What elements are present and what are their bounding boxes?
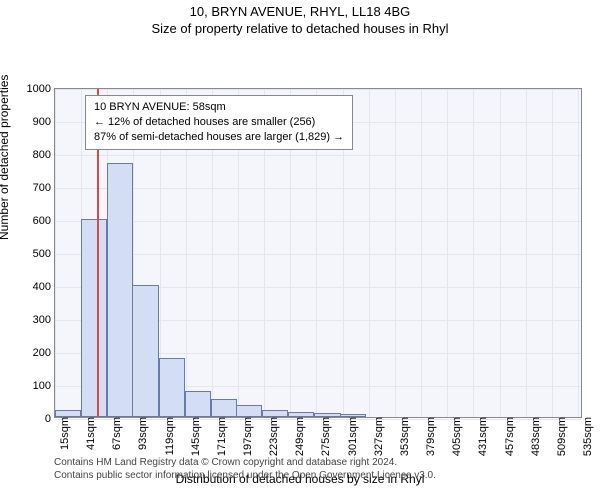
- x-tick-label: 353sqm: [395, 417, 411, 456]
- y-tick-label: 200: [33, 347, 55, 359]
- y-tick-label: 300: [33, 314, 55, 326]
- histogram-bar: [236, 405, 262, 417]
- histogram-bar: [132, 285, 158, 417]
- footer-line1: Contains HM Land Registry data © Crown c…: [54, 456, 590, 469]
- x-tick-label: 93sqm: [133, 417, 149, 450]
- x-tick-label: 119sqm: [160, 417, 176, 455]
- gridline-v: [55, 89, 56, 417]
- x-tick-label: 405sqm: [447, 417, 463, 456]
- gridline-v: [500, 89, 501, 417]
- footer-line2: Contains public sector information licen…: [54, 469, 590, 482]
- x-tick-label: 483sqm: [526, 417, 542, 456]
- x-tick-label: 15sqm: [55, 417, 71, 450]
- y-axis-label: Number of detached properties: [0, 75, 11, 240]
- x-tick-label: 171sqm: [212, 417, 228, 456]
- x-tick-label: 275sqm: [316, 417, 332, 456]
- plot-area: 0100200300400500600700800900100015sqm41s…: [54, 88, 582, 418]
- histogram-bar: [340, 414, 366, 417]
- x-tick-label: 197sqm: [238, 417, 254, 456]
- x-tick-label: 379sqm: [421, 417, 437, 456]
- y-tick-label: 700: [33, 182, 55, 194]
- gridline-v: [395, 89, 396, 417]
- page-title-line2: Size of property relative to detached ho…: [0, 21, 600, 36]
- histogram-bar: [185, 391, 211, 417]
- info-box-line: 87% of semi-detached houses are larger (…: [94, 130, 344, 145]
- histogram-bar: [288, 412, 314, 417]
- x-tick-label: 431sqm: [473, 417, 489, 456]
- info-box-line: ← 12% of detached houses are smaller (25…: [94, 115, 344, 130]
- x-tick-label: 535sqm: [578, 417, 594, 456]
- gridline-v: [578, 89, 579, 417]
- x-tick-label: 301sqm: [343, 417, 359, 456]
- page-title-line1: 10, BRYN AVENUE, RHYL, LL18 4BG: [0, 4, 600, 19]
- gridline-v: [447, 89, 448, 417]
- y-tick-label: 600: [33, 215, 55, 227]
- attribution-footer: Contains HM Land Registry data © Crown c…: [54, 456, 590, 482]
- gridline-v: [552, 89, 553, 417]
- y-tick-label: 400: [33, 281, 55, 293]
- y-tick-label: 900: [33, 116, 55, 128]
- histogram-bar: [107, 163, 133, 417]
- x-tick-label: 67sqm: [107, 417, 123, 450]
- histogram-bar: [262, 410, 288, 417]
- gridline-v: [421, 89, 422, 417]
- info-box-line: 10 BRYN AVENUE: 58sqm: [94, 100, 344, 115]
- gridline-v: [369, 89, 370, 417]
- y-tick-label: 100: [33, 380, 55, 392]
- y-tick-label: 800: [33, 149, 55, 161]
- histogram-bar: [211, 399, 237, 417]
- x-tick-label: 509sqm: [552, 417, 568, 456]
- gridline-v: [526, 89, 527, 417]
- y-tick-label: 500: [33, 248, 55, 260]
- x-tick-label: 41sqm: [81, 417, 97, 450]
- x-tick-label: 145sqm: [186, 417, 202, 456]
- histogram-bar: [159, 358, 185, 417]
- histogram-bar: [55, 410, 81, 417]
- histogram-bar: [81, 219, 107, 417]
- x-tick-label: 249sqm: [290, 417, 306, 456]
- x-tick-label: 327sqm: [369, 417, 385, 456]
- x-tick-label: 457sqm: [500, 417, 516, 456]
- gridline-v: [473, 89, 474, 417]
- y-tick-label: 0: [45, 413, 55, 425]
- y-tick-label: 1000: [27, 83, 55, 95]
- x-tick-label: 223sqm: [264, 417, 280, 456]
- histogram-bar: [314, 413, 340, 417]
- info-box: 10 BRYN AVENUE: 58sqm← 12% of detached h…: [85, 95, 353, 150]
